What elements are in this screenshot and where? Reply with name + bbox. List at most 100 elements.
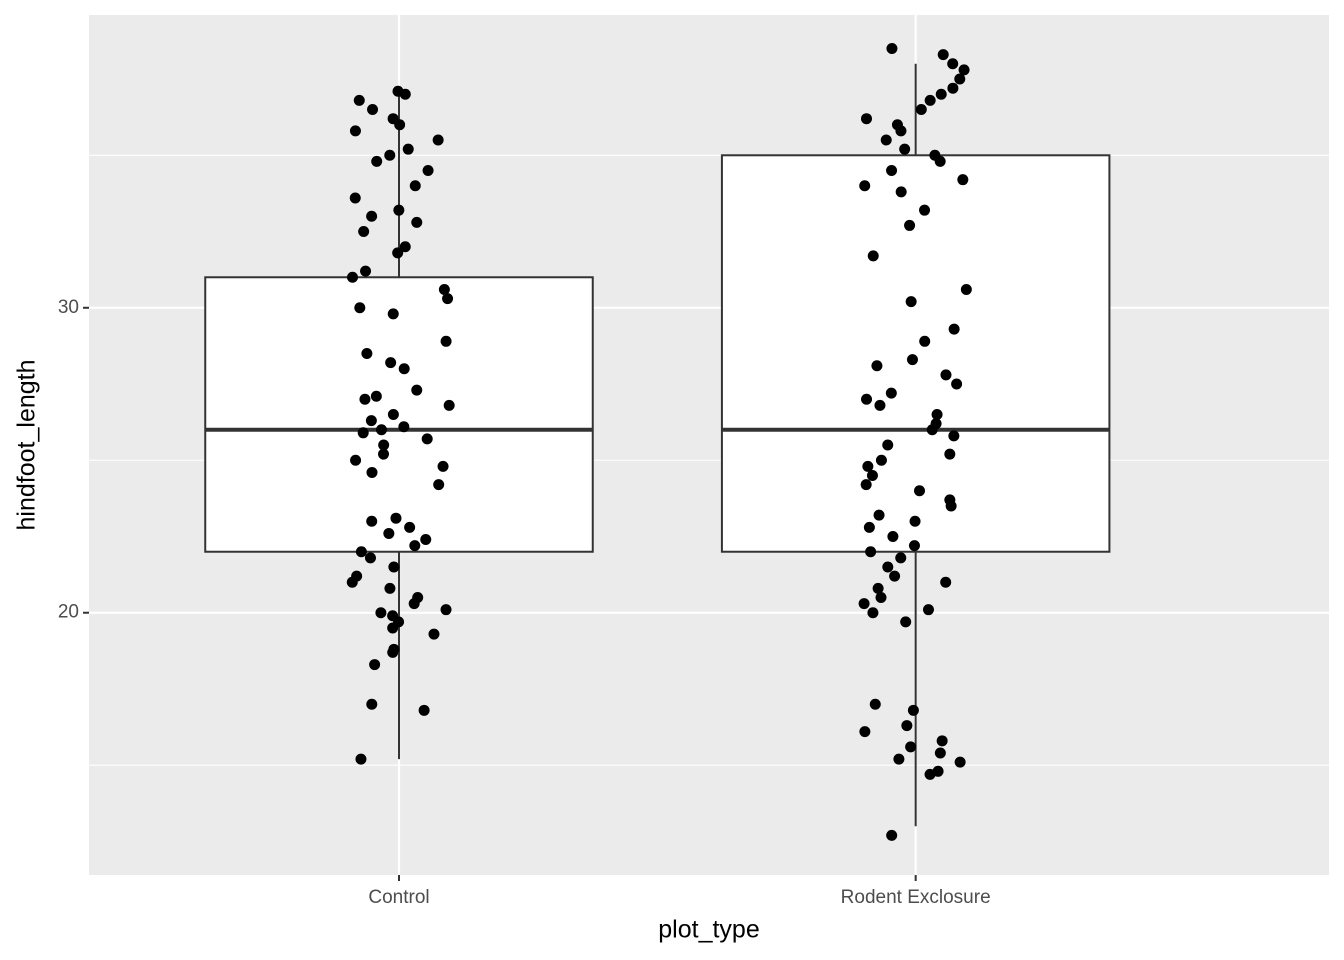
jitter-point [392,247,404,259]
jitter-point [383,527,395,539]
jitter-point [858,598,870,610]
jitter-point [440,335,452,347]
jitter-point [866,469,878,481]
jitter-point [355,546,367,558]
jitter-point [874,399,886,411]
jitter-point [387,409,399,421]
jitter-point [954,756,966,768]
jitter-point [443,399,455,411]
jitter-point [358,226,370,238]
jitter-point [882,439,894,451]
jitter-point [895,186,907,198]
jitter-point [948,323,960,335]
jitter-point [931,409,943,421]
jitter-point [360,265,372,277]
jitter-point [904,219,916,231]
jitter-point [384,582,396,594]
jitter-point [934,747,946,759]
jitter-point [387,646,399,658]
jitter-point [420,534,432,546]
jitter-point [871,360,883,372]
jitter-point [862,460,874,472]
jitter-point [361,348,373,360]
x-tick-label: Control [368,887,429,908]
jitter-point [375,607,387,619]
jitter-point [875,454,887,466]
jitter-point [398,421,410,433]
jitter-point [860,479,872,491]
jitter-point [958,64,970,76]
jitter-point [366,515,378,527]
jitter-point [945,500,957,512]
jitter-point [409,180,421,192]
jitter-point [378,448,390,460]
jitter-point [875,591,887,603]
jitter-point [906,354,918,366]
jitter-point [919,204,931,216]
jitter-point [924,768,936,780]
jitter-point [886,165,898,177]
box [720,154,1111,553]
jitter-point [886,43,898,55]
jitter-point [895,552,907,564]
jitter-point [947,58,959,70]
jitter-point [387,622,399,634]
jitter-point [402,143,414,155]
jitter-point [349,192,361,204]
jitter-point [859,726,871,738]
jitter-point [954,73,966,85]
jitter-point [440,604,452,616]
jitter-point [421,433,433,445]
jitter-point [935,88,947,100]
jitter-point [889,570,901,582]
jitter-point [418,704,430,716]
jitter-point [900,616,912,628]
jitter-point [408,598,420,610]
jitter-point [399,241,411,253]
jitter-point [432,134,444,146]
jitter-point [859,180,871,192]
jitter-point [869,698,881,710]
jitter-point [437,460,449,472]
jitter-point [388,561,400,573]
jitter-point [886,829,898,841]
jitter-point [354,302,366,314]
jitter-point [393,204,405,216]
x-tick-label: Rodent Exclosure [841,887,991,908]
jitter-point [353,94,365,106]
jitter-point [867,607,879,619]
jitter-point [366,698,378,710]
jitter-point [367,104,379,116]
jitter-point [357,427,369,439]
jitter-point [411,216,423,228]
jitter-point [947,82,959,94]
jitter-point [385,357,397,369]
jitter-point [944,448,956,460]
jitter-point [873,509,885,521]
jitter-point [860,113,872,125]
jitter-point [922,604,934,616]
jitter-point [861,393,873,405]
jitter-point [899,143,911,155]
jitter-point [350,454,362,466]
jitter-point [347,271,359,283]
jitter-point [359,393,371,405]
jitter-point [951,378,963,390]
jitter-point [867,250,879,262]
jitter-point [394,119,406,131]
jitter-point [349,125,361,137]
jitter-point [433,479,445,491]
jitter-point [924,94,936,106]
jitter-point [908,540,920,552]
jitter-point [442,293,454,305]
jitter-point [355,753,367,765]
jitter-point [366,210,378,222]
jitter-point [438,283,450,295]
jitter-point [887,530,899,542]
jitter-point [384,149,396,161]
jitter-point [909,515,921,527]
jitter-point [366,466,378,478]
jitter-point [428,628,440,640]
jitter-point [375,424,387,436]
